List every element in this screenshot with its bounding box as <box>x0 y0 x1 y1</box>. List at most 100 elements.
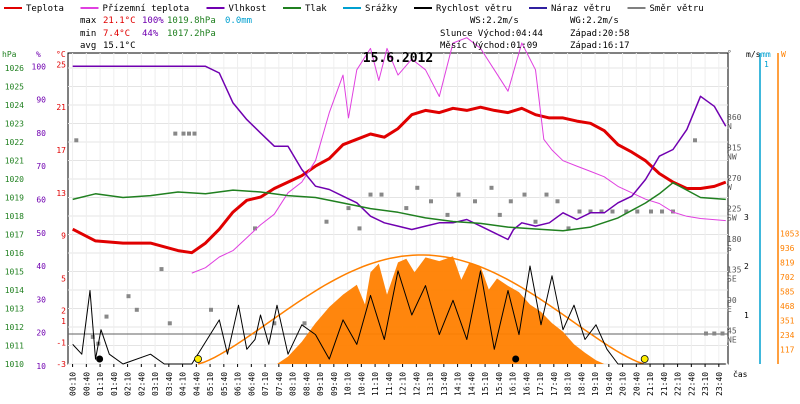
time-tick-label: 22:40 <box>687 372 696 396</box>
mm-tick-label: 1 <box>764 60 769 69</box>
hpa-tick-label: 1017 <box>5 231 24 240</box>
wind-direction-point <box>533 219 538 224</box>
wind-direction-point <box>456 192 461 197</box>
temp-tick-label: 21 <box>56 103 66 112</box>
wind-direction-point <box>74 138 79 143</box>
wind-direction-point <box>357 226 362 231</box>
pct-tick-label: 20 <box>36 329 46 338</box>
time-tick-label: 04:10 <box>179 372 188 396</box>
temp-tick-label: -3 <box>56 360 66 369</box>
hpa-tick-label: 1024 <box>5 101 24 110</box>
wind-direction-point <box>473 199 477 204</box>
stat-moon: Měsíc Východ:01:09 <box>440 41 538 51</box>
direction-tick-degree: 360 <box>727 113 742 122</box>
direction-tick-degree: 270 <box>727 174 742 183</box>
pct-tick-label: 90 <box>36 96 46 105</box>
w-tick-label: 585 <box>780 288 795 297</box>
time-tick-label: 06:40 <box>247 372 256 396</box>
time-tick-label: 19:10 <box>591 372 600 396</box>
wind-direction-point <box>90 334 95 339</box>
time-tick-label: 22:10 <box>674 372 683 396</box>
pct-tick-label: 50 <box>36 229 46 238</box>
stat-max-temp: 21.1°C <box>103 16 136 26</box>
wind-direction-point <box>624 209 629 214</box>
time-tick-label: 05:40 <box>220 372 229 396</box>
wind-direction-point <box>577 209 582 214</box>
direction-tick-name: E <box>727 305 732 314</box>
wind-direction-point <box>522 192 527 197</box>
hpa-tick-label: 1019 <box>5 194 24 203</box>
hpa-tick-label: 1025 <box>5 83 24 92</box>
temp-tick-label: 5 <box>61 274 66 283</box>
series-line-vlhkost <box>72 65 727 241</box>
grid <box>68 53 728 365</box>
wind-direction-point <box>379 192 384 197</box>
hpa-tick-label: 1015 <box>5 268 24 277</box>
wind-direction-point <box>126 294 131 299</box>
pct-tick-label: 80 <box>36 129 46 138</box>
stat-min-pres: 1017.2hPa <box>167 29 216 39</box>
wind-direction-point <box>253 226 257 231</box>
w-tick-label: 702 <box>780 273 795 282</box>
wind-direction-point <box>346 206 351 211</box>
time-tick-label: 21:10 <box>646 372 655 396</box>
temp-tick-label: 13 <box>56 189 66 198</box>
wind-direction-point <box>712 331 717 336</box>
legend-label: Srážky <box>365 4 398 14</box>
solar-envelope-line <box>197 254 644 365</box>
w-tick-label: 117 <box>780 346 795 355</box>
wind-direction-point <box>272 321 277 326</box>
mm-axis-unit: mm <box>761 50 771 59</box>
ms-axis-unit: m/s <box>746 50 761 59</box>
moonset-marker <box>512 355 520 363</box>
w-tick-label: 1053 <box>780 230 799 239</box>
time-tick-label: 14:40 <box>467 372 476 396</box>
wind-direction-point <box>404 206 409 211</box>
wind-direction-point <box>599 209 604 214</box>
wind-direction-point <box>167 321 172 326</box>
time-tick-label: 17:10 <box>536 372 545 396</box>
time-tick-label: 03:10 <box>151 372 160 396</box>
wind-direction-point <box>660 209 664 214</box>
w-tick-label: 351 <box>780 317 795 326</box>
time-tick-label: 12:10 <box>399 372 408 396</box>
wind-direction-point <box>209 307 213 312</box>
wind-direction-point <box>610 209 615 214</box>
sunset-marker <box>640 355 649 363</box>
legend-label: Vlhkost <box>229 4 267 14</box>
hpa-tick-label: 1023 <box>5 120 24 129</box>
ms-tick-label: 2 <box>744 262 749 271</box>
direction-tick-degree: 225 <box>727 205 742 214</box>
time-tick-label: 07:10 <box>261 372 270 396</box>
hpa-tick-label: 1010 <box>5 360 24 369</box>
hpa-tick-label: 1018 <box>5 212 24 221</box>
time-tick-label: 18:40 <box>577 372 586 396</box>
direction-axis-unit: ° <box>727 49 732 58</box>
hpa-tick-label: 1026 <box>5 64 24 73</box>
wind-direction-point <box>187 131 191 136</box>
stat-max-label: max <box>80 16 97 26</box>
stat-max-pres: 1019.8hPa <box>167 16 216 26</box>
time-tick-label: 12:40 <box>412 372 421 396</box>
wind-direction-point <box>159 267 164 272</box>
wind-direction-point <box>368 192 373 197</box>
wind-direction-point <box>173 131 178 136</box>
wind-direction-point <box>704 331 708 336</box>
hpa-tick-label: 1014 <box>5 286 24 295</box>
wind-direction-point <box>693 138 697 143</box>
stat-sun: Slunce Východ:04:44 <box>440 29 543 39</box>
direction-tick-degree: 45 <box>727 327 737 336</box>
ms-tick-label: 1 <box>744 311 749 320</box>
stat-moon-set: Západ:16:17 <box>570 41 630 51</box>
wind-direction-point <box>635 209 640 214</box>
hpa-tick-label: 1013 <box>5 305 24 314</box>
stat-max-rain: 0.0mm <box>225 16 252 26</box>
time-tick-label: 20:10 <box>619 372 628 396</box>
time-tick-label: 10:40 <box>357 372 366 396</box>
pct-tick-label: 10 <box>36 362 46 371</box>
pct-tick-label: 40 <box>36 262 46 271</box>
direction-tick-name: SW <box>727 214 737 223</box>
sunrise-marker <box>194 355 202 363</box>
time-tick-label: 04:40 <box>192 372 201 396</box>
